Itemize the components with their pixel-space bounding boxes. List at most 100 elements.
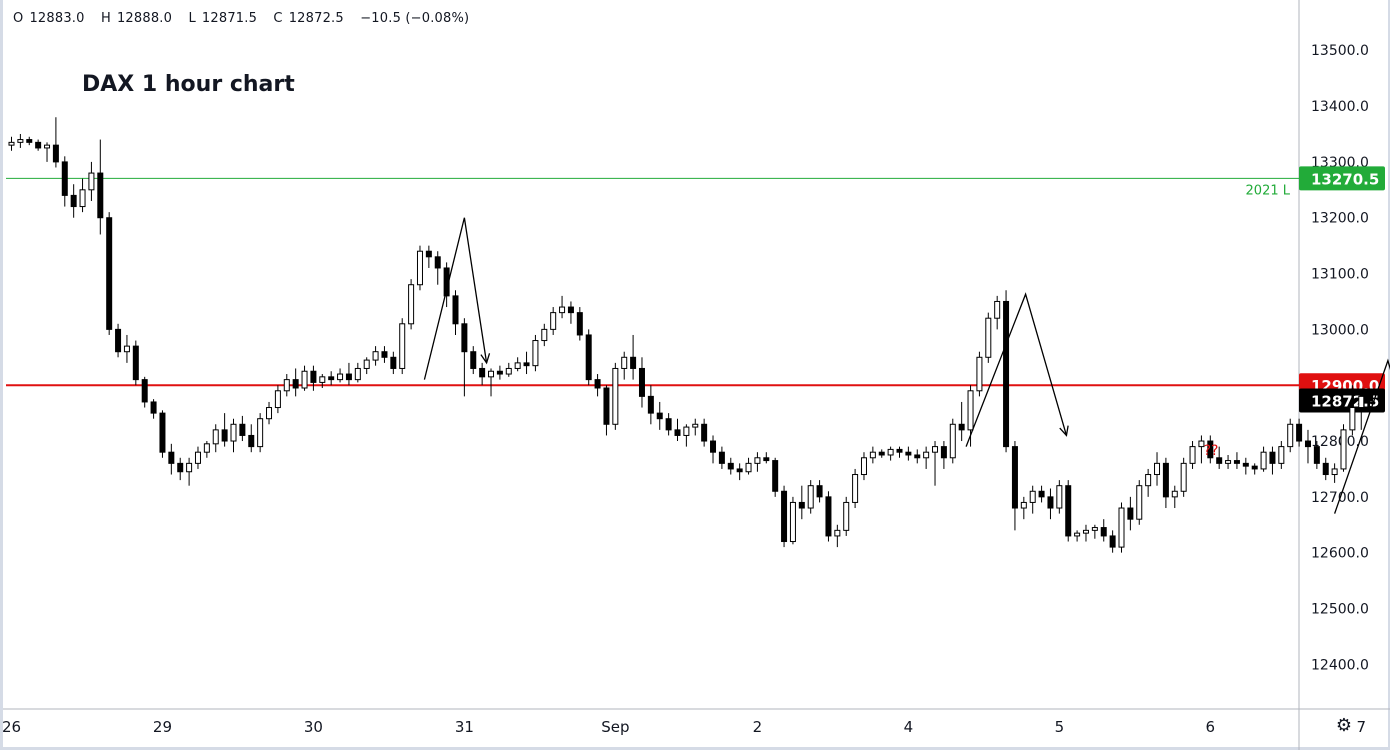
candle-body <box>1154 462 1161 476</box>
candle-body <box>488 370 495 378</box>
time-tick-label: 4 <box>904 718 914 736</box>
candle-body <box>26 139 33 143</box>
candle-body <box>97 172 104 219</box>
candle-body <box>878 451 885 456</box>
price-tick-label: 13200.0 <box>1311 211 1369 227</box>
candle-body <box>1029 490 1036 503</box>
candle-body <box>1233 460 1240 464</box>
gear-icon[interactable]: ⚙ <box>1335 715 1353 736</box>
candle-body <box>656 412 663 420</box>
candle-body <box>745 462 752 473</box>
time-tick-label: 30 <box>304 718 323 736</box>
candle-body <box>479 367 486 378</box>
candle-body <box>319 376 326 383</box>
candle-body <box>807 485 814 509</box>
price-tick-label: 12400.0 <box>1311 657 1369 673</box>
candle-body <box>115 328 122 353</box>
candle-body <box>816 485 823 498</box>
candle-body <box>949 423 956 459</box>
candle-body <box>585 334 592 381</box>
chart-canvas[interactable]: 12400.012500.012600.012700.012800.012900… <box>3 0 1390 750</box>
candle-body <box>1216 457 1223 464</box>
candle-body <box>923 451 930 459</box>
candle-body <box>416 250 423 286</box>
ohlc-open-value: 12883.0 <box>29 11 85 26</box>
candle-body <box>230 423 237 442</box>
candle-body <box>159 412 166 453</box>
candle-body <box>718 451 725 464</box>
candle-body <box>763 457 770 462</box>
candle-body <box>869 451 876 459</box>
candle-body <box>940 446 947 459</box>
ohlc-high: H 12888.0 <box>100 11 173 26</box>
candle-body <box>132 345 139 381</box>
candle-body <box>88 172 95 191</box>
candle-body <box>567 306 574 314</box>
candle-body <box>35 141 42 149</box>
candle-body <box>550 312 557 330</box>
time-tick-label: 26 <box>3 718 21 736</box>
candle-body <box>399 323 406 369</box>
candle-body <box>1162 462 1169 498</box>
annotation-question-marks: ?? <box>1204 443 1219 459</box>
candle-body <box>1118 507 1125 548</box>
candle-body <box>221 429 228 442</box>
candle-body <box>781 490 788 543</box>
price-tick-label: 12500.0 <box>1311 602 1369 618</box>
candle-body <box>408 284 415 325</box>
chart-title: DAX 1 hour chart <box>82 72 295 97</box>
candle-body <box>630 356 637 369</box>
candle-body <box>434 256 441 269</box>
candle-body <box>603 387 610 425</box>
candle-body <box>612 367 619 425</box>
candle-body <box>354 367 361 381</box>
candle-body <box>1038 490 1045 498</box>
candle-body <box>985 317 992 358</box>
price-tick-label: 13000.0 <box>1311 322 1369 338</box>
trend-drawing <box>1334 358 1390 514</box>
candle-body <box>647 395 654 414</box>
candle-body <box>958 423 965 431</box>
candle-body <box>1242 462 1249 467</box>
candle-body <box>621 356 628 369</box>
ohlc-readout: O 12883.0 H 12888.0 L 12871.5 C 12872.5 −10.… <box>13 11 475 26</box>
candle-body <box>1207 440 1214 459</box>
candle-body <box>896 448 903 453</box>
candle-body <box>1367 394 1374 402</box>
candle-body <box>372 351 379 361</box>
candle-body <box>1145 474 1152 487</box>
candle-body <box>257 418 264 448</box>
candle-body <box>1304 440 1311 448</box>
candle-body <box>967 390 974 431</box>
candle-body <box>852 474 859 503</box>
candle-body <box>1340 429 1347 470</box>
candle-body <box>905 451 912 456</box>
candle-body <box>505 367 512 375</box>
trend-drawing <box>965 292 1068 447</box>
candle-body <box>1278 446 1285 464</box>
candle-body <box>337 373 344 381</box>
candle-body <box>1287 423 1294 448</box>
ohlc-low-value: 12871.5 <box>201 11 258 26</box>
candle-body <box>1189 446 1196 464</box>
candle-body <box>390 356 397 369</box>
candle-body <box>576 312 583 336</box>
candle-body <box>194 451 201 464</box>
candle-body <box>150 401 157 414</box>
candle-body <box>470 351 477 369</box>
candle-body <box>1074 532 1081 537</box>
ohlc-close-value: 12872.5 <box>288 11 344 26</box>
candle-body <box>976 356 983 392</box>
candle-body <box>1269 451 1276 464</box>
candle-body <box>328 376 335 381</box>
candle-body <box>1011 446 1018 509</box>
candle-body <box>1349 407 1356 431</box>
ohlc-open: O 12883.0 <box>13 11 85 26</box>
candle-body <box>44 144 51 149</box>
candle-body <box>1331 468 1338 476</box>
candle-body <box>1082 529 1089 534</box>
price-tick-label: 12600.0 <box>1311 546 1369 562</box>
candle-body <box>692 423 699 428</box>
ohlc-high-value: 12888.0 <box>116 11 173 26</box>
